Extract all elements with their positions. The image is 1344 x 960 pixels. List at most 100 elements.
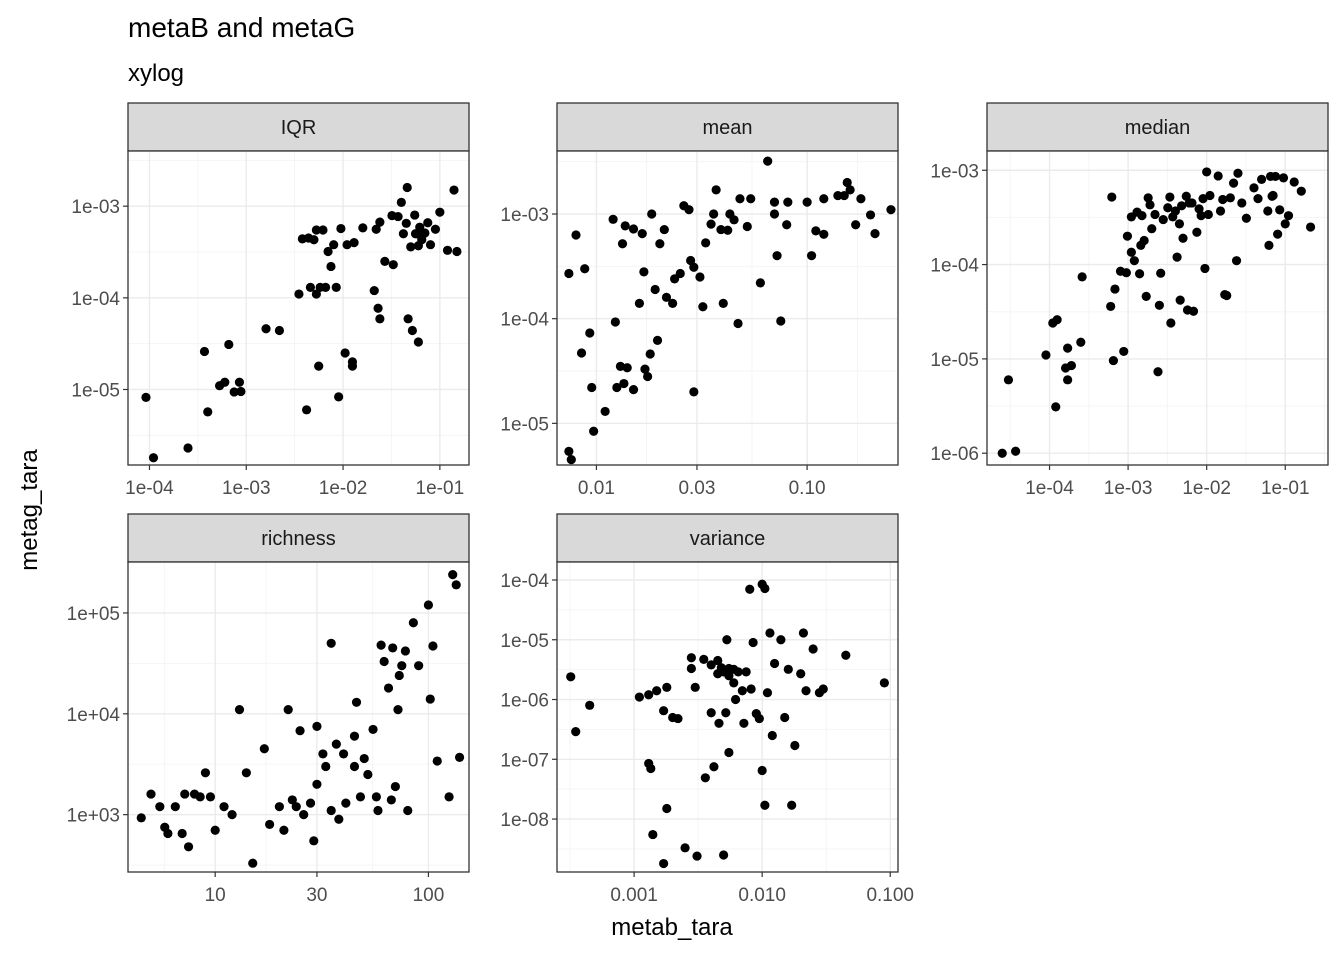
y-axis-label: metag_tara xyxy=(16,449,43,571)
data-point xyxy=(870,228,880,239)
data-point xyxy=(341,798,351,808)
data-point xyxy=(648,829,658,840)
data-point xyxy=(652,335,663,346)
data-point xyxy=(1158,214,1168,225)
data-point xyxy=(684,205,694,215)
data-point xyxy=(432,756,442,766)
data-point xyxy=(155,802,165,812)
data-point xyxy=(566,455,576,465)
x-tick-label: 10 xyxy=(205,885,226,906)
y-tick-label: 1e+05 xyxy=(67,604,120,625)
data-point xyxy=(650,284,660,295)
data-point xyxy=(241,768,251,778)
data-point xyxy=(637,228,647,239)
data-point xyxy=(1215,206,1226,216)
data-point xyxy=(706,708,716,718)
x-tick-label: 0.03 xyxy=(678,478,715,499)
data-point xyxy=(1110,284,1120,294)
data-point xyxy=(762,688,773,698)
data-point xyxy=(675,268,685,279)
data-point xyxy=(1177,201,1187,211)
x-tick-label: 30 xyxy=(306,885,327,906)
data-point xyxy=(689,387,699,397)
data-point xyxy=(371,224,381,234)
data-point xyxy=(1268,190,1278,201)
y-tick-label: 1e-05 xyxy=(500,414,549,435)
data-point xyxy=(628,224,639,234)
x-axis-label: metab_tara xyxy=(611,914,733,941)
data-point xyxy=(1143,193,1153,203)
data-point xyxy=(673,713,683,724)
y-tick-label: 1e+04 xyxy=(67,705,121,726)
data-point xyxy=(709,762,719,772)
data-point xyxy=(1107,192,1117,202)
facet-strip-label: mean xyxy=(702,117,752,139)
data-point xyxy=(730,694,741,705)
data-point xyxy=(410,210,420,220)
data-point xyxy=(295,726,305,736)
data-point xyxy=(448,570,458,580)
data-point xyxy=(1231,256,1242,266)
data-point xyxy=(1289,177,1299,187)
data-point xyxy=(1003,375,1014,385)
data-point xyxy=(808,644,818,654)
data-point xyxy=(180,789,190,799)
data-point xyxy=(644,690,654,700)
data-point xyxy=(1129,256,1139,266)
facet-strip xyxy=(127,513,470,563)
data-point xyxy=(1077,272,1087,282)
data-point xyxy=(1134,269,1145,279)
data-point xyxy=(331,739,341,749)
data-point xyxy=(585,328,595,338)
data-point xyxy=(311,225,321,235)
data-point xyxy=(564,268,574,279)
y-tick-label: 1e-05 xyxy=(500,631,549,652)
facet-strip xyxy=(556,513,899,563)
data-point xyxy=(334,814,344,824)
data-point xyxy=(435,207,445,217)
data-point xyxy=(716,224,726,235)
data-point xyxy=(1203,209,1213,220)
data-point xyxy=(865,210,876,220)
data-point xyxy=(1170,206,1181,216)
y-tick-label: 1e-03 xyxy=(930,161,979,182)
data-point xyxy=(388,260,398,270)
data-point xyxy=(571,230,581,240)
data-point xyxy=(589,426,599,436)
y-tick-label: 1e-05 xyxy=(71,380,120,401)
data-point xyxy=(790,740,800,751)
data-point xyxy=(698,302,708,312)
x-tick-label: 0.10 xyxy=(789,478,826,499)
data-point xyxy=(331,282,341,292)
data-point xyxy=(274,802,284,812)
data-point xyxy=(1076,337,1086,347)
y-tick-label: 1e-06 xyxy=(930,444,979,465)
data-point xyxy=(390,781,400,792)
data-point xyxy=(425,240,436,250)
data-point xyxy=(321,761,331,772)
data-point xyxy=(757,765,767,776)
data-point xyxy=(819,194,829,204)
data-point xyxy=(406,242,416,252)
panel-border xyxy=(556,561,899,873)
data-point xyxy=(336,223,346,234)
data-point xyxy=(1165,192,1175,202)
data-point xyxy=(1275,205,1285,215)
data-point xyxy=(420,228,430,238)
data-point xyxy=(724,747,734,758)
data-point xyxy=(403,805,413,816)
data-point xyxy=(1178,233,1188,243)
data-point xyxy=(754,713,764,724)
data-point xyxy=(806,251,817,261)
data-point xyxy=(690,682,700,692)
data-point xyxy=(841,650,851,660)
data-point xyxy=(1154,300,1164,310)
y-tick-label: 1e-07 xyxy=(500,750,549,771)
data-point xyxy=(610,317,620,327)
x-tick-label: 0.01 xyxy=(578,478,615,499)
facet-strip-label: richness xyxy=(261,528,335,550)
y-tick-label: 1e-03 xyxy=(500,205,549,226)
data-point xyxy=(737,686,747,696)
data-point xyxy=(772,251,782,261)
data-point xyxy=(746,194,756,204)
